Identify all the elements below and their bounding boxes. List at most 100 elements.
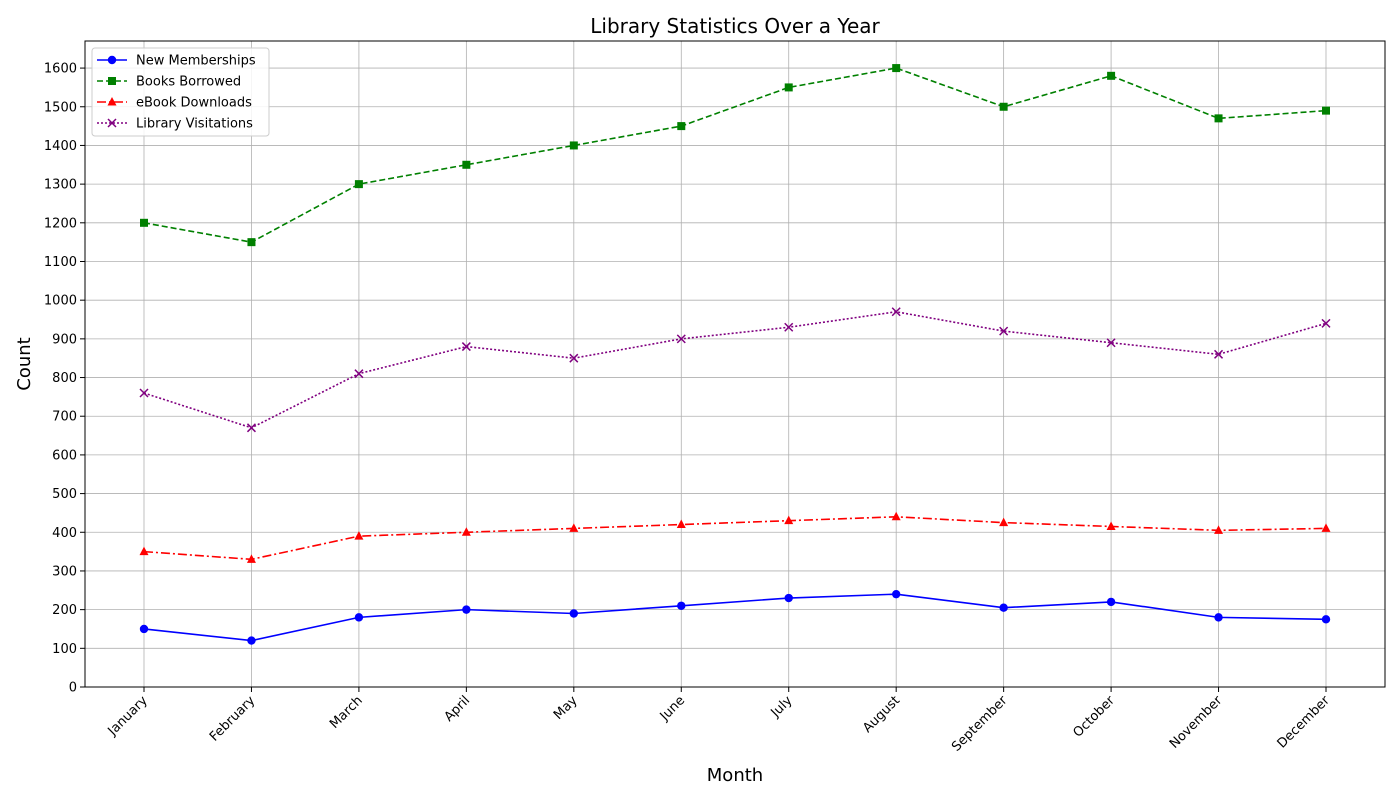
legend-item-books-borrowed: Books Borrowed (97, 75, 241, 90)
data-point-books-borrowed (999, 102, 1008, 111)
data-point-books-borrowed (354, 180, 363, 189)
x-tick-label: June (657, 693, 688, 724)
y-tick-label: 400 (52, 526, 77, 541)
data-point-ebook-downloads (139, 546, 149, 556)
y-tick-label: 1100 (44, 255, 77, 270)
data-point-ebook-downloads (1214, 525, 1224, 534)
data-point-books-borrowed (1322, 106, 1330, 115)
legend-item-library-visitations: Library Visitations (97, 117, 253, 132)
data-point-library-visitations (999, 326, 1009, 336)
series-books-borrowed (140, 64, 1330, 247)
legend-item-ebook-downloads: eBook Downloads (97, 96, 252, 111)
data-point-books-borrowed (1107, 71, 1116, 80)
data-point-ebook-downloads (784, 515, 794, 525)
y-tick-label: 1500 (44, 100, 77, 115)
data-point-library-visitations (784, 322, 794, 332)
y-tick-label: 800 (52, 371, 77, 386)
plot-frame (84, 40, 1386, 688)
data-point-books-borrowed (677, 122, 686, 131)
grid (85, 41, 1385, 688)
x-tick-label: July (768, 693, 796, 721)
y-tick-label: 500 (52, 487, 77, 502)
data-point-books-borrowed (462, 160, 471, 169)
data-point-new-memberships (569, 609, 579, 618)
series-library-visitations (139, 307, 1331, 433)
data-point-books-borrowed (1214, 114, 1223, 123)
legend-label: Library Visitations (136, 117, 253, 132)
legend-box (91, 47, 270, 137)
data-point-ebook-downloads (1106, 521, 1116, 530)
y-tick-label: 0 (69, 681, 77, 696)
data-point-books-borrowed (247, 238, 256, 247)
x-tick-label: March (327, 693, 366, 732)
y-axis-label: Count (14, 337, 35, 390)
data-point-new-memberships (1106, 597, 1116, 607)
data-point-new-memberships (677, 601, 686, 610)
data-point-ebook-downloads (676, 519, 686, 529)
y-tick-label: 900 (52, 332, 77, 347)
series-line-library-visitations (143, 310, 1327, 429)
x-tick-label: September (949, 693, 1011, 755)
data-point-new-memberships (999, 603, 1008, 612)
data-point-library-visitations (891, 307, 901, 317)
y-tick-label: 1400 (44, 139, 77, 154)
y-axis-ticks: 0 100 200 300 400 500 600 700 800 900 1000 1100 1200… (44, 62, 85, 696)
data-point-ebook-downloads (246, 554, 256, 563)
y-tick-label: 700 (52, 410, 77, 425)
legend-marker (107, 55, 117, 65)
data-point-library-visitations (1214, 349, 1224, 359)
data-point-ebook-downloads (1321, 523, 1331, 532)
y-tick-label: 600 (52, 448, 77, 463)
data-point-new-memberships (891, 589, 901, 599)
data-point-new-memberships (462, 605, 471, 614)
x-tick-label: November (1167, 693, 1226, 752)
legend-marker (107, 97, 117, 106)
data-point-ebook-downloads (891, 511, 901, 521)
legend-label: Books Borrowed (136, 75, 241, 90)
data-point-books-borrowed (892, 64, 901, 73)
legend: New Memberships Books Borrowed eBook Downl… (91, 47, 270, 137)
x-tick-label: December (1275, 693, 1334, 752)
x-axis-ticks: January February March April May June July Augu… (105, 687, 1334, 755)
legend-label: New Memberships (136, 54, 256, 69)
y-tick-label: 1300 (44, 178, 77, 193)
x-tick-label: August (860, 693, 903, 736)
y-tick-label: 1200 (44, 216, 77, 231)
x-tick-label: October (1071, 693, 1119, 741)
x-tick-label: February (207, 693, 259, 745)
y-tick-label: 200 (52, 603, 77, 618)
series-line-ebook-downloads (143, 515, 1327, 561)
data-point-ebook-downloads (354, 531, 364, 540)
data-point-new-memberships (1321, 615, 1331, 624)
x-tick-label: May (551, 693, 581, 723)
data-point-books-borrowed (569, 141, 578, 150)
data-point-new-memberships (354, 613, 364, 622)
y-tick-label: 1000 (44, 294, 77, 309)
data-point-ebook-downloads (999, 517, 1009, 527)
legend-item-new-memberships: New Memberships (97, 54, 256, 69)
data-point-new-memberships (784, 593, 793, 603)
series-line-books-borrowed (143, 67, 1327, 243)
data-point-books-borrowed (140, 218, 148, 227)
y-tick-label: 100 (52, 642, 77, 657)
x-tick-label: April (442, 693, 474, 725)
data-point-library-visitations (246, 423, 256, 433)
data-point-ebook-downloads (569, 523, 579, 532)
data-point-library-visitations (676, 334, 686, 344)
y-tick-label: 300 (52, 564, 77, 579)
series-ebook-downloads (139, 511, 1331, 563)
x-tick-label: January (105, 693, 151, 739)
data-point-library-visitations (139, 388, 149, 398)
data-point-new-memberships (247, 636, 256, 645)
legend-marker (107, 118, 117, 128)
x-axis-label: Month (707, 765, 763, 786)
data-point-library-visitations (569, 353, 579, 363)
series-lines (139, 64, 1331, 645)
chart-title: Library Statistics Over a Year (590, 14, 880, 38)
y-tick-label: 1600 (44, 62, 77, 77)
legend-marker (108, 77, 116, 85)
data-point-library-visitations (461, 342, 471, 352)
data-point-new-memberships (1214, 613, 1223, 622)
data-point-new-memberships (139, 624, 149, 634)
data-point-library-visitations (1106, 338, 1116, 348)
